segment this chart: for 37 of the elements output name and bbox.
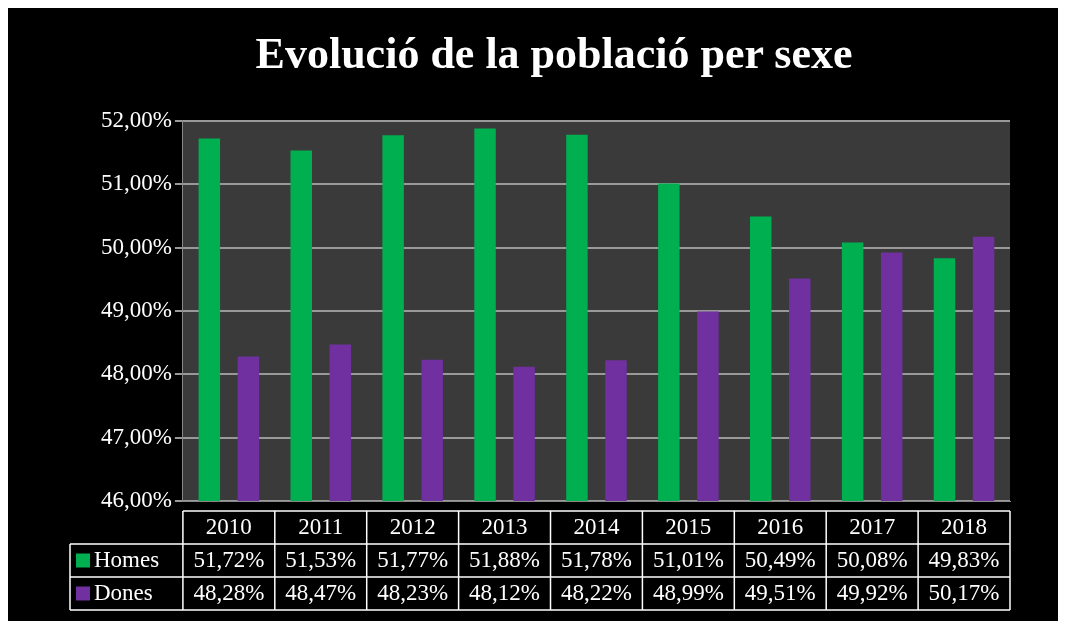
data-label: 51,53% [285, 546, 357, 572]
x-tick-label: 2015 [665, 513, 712, 539]
data-label: 51,77% [377, 546, 449, 572]
x-tick-label: 2012 [389, 513, 436, 539]
chart-title: Evolució de la població per sexe [255, 28, 853, 78]
data-label: 50,08% [836, 546, 908, 572]
y-tick-label: 48,00% [100, 360, 172, 386]
data-label: 51,72% [193, 546, 265, 572]
data-label: 48,12% [469, 579, 541, 605]
y-tick-label: 46,00% [100, 487, 172, 513]
x-tick-label: 2014 [573, 513, 620, 539]
data-label: 48,22% [560, 579, 632, 605]
y-tick-label: 47,00% [100, 423, 172, 449]
data-label: 51,01% [652, 546, 724, 572]
legend-label: Homes [94, 546, 160, 572]
data-label: 49,92% [836, 579, 908, 605]
legend-label: Dones [94, 579, 153, 605]
data-label: 48,47% [285, 579, 357, 605]
x-tick-label: 2016 [757, 513, 804, 539]
x-tick-label: 2011 [298, 513, 344, 539]
data-label: 48,23% [377, 579, 449, 605]
data-label: 50,49% [744, 546, 816, 572]
data-label: 51,78% [560, 546, 632, 572]
x-tick-label: 2013 [481, 513, 528, 539]
data-label: 48,28% [193, 579, 265, 605]
data-label: 49,51% [744, 579, 816, 605]
y-tick-label: 49,00% [100, 296, 172, 322]
data-label: 49,83% [928, 546, 1000, 572]
data-label: 48,99% [652, 579, 724, 605]
x-tick-label: 2010 [205, 513, 252, 539]
data-label: 51,88% [469, 546, 541, 572]
data-label: 50,17% [928, 579, 1000, 605]
y-tick-label: 51,00% [100, 170, 172, 196]
y-tick-label: 52,00% [100, 106, 172, 132]
x-tick-label: 2017 [849, 513, 896, 539]
y-tick-label: 50,00% [100, 233, 172, 259]
x-tick-label: 2018 [941, 513, 988, 539]
